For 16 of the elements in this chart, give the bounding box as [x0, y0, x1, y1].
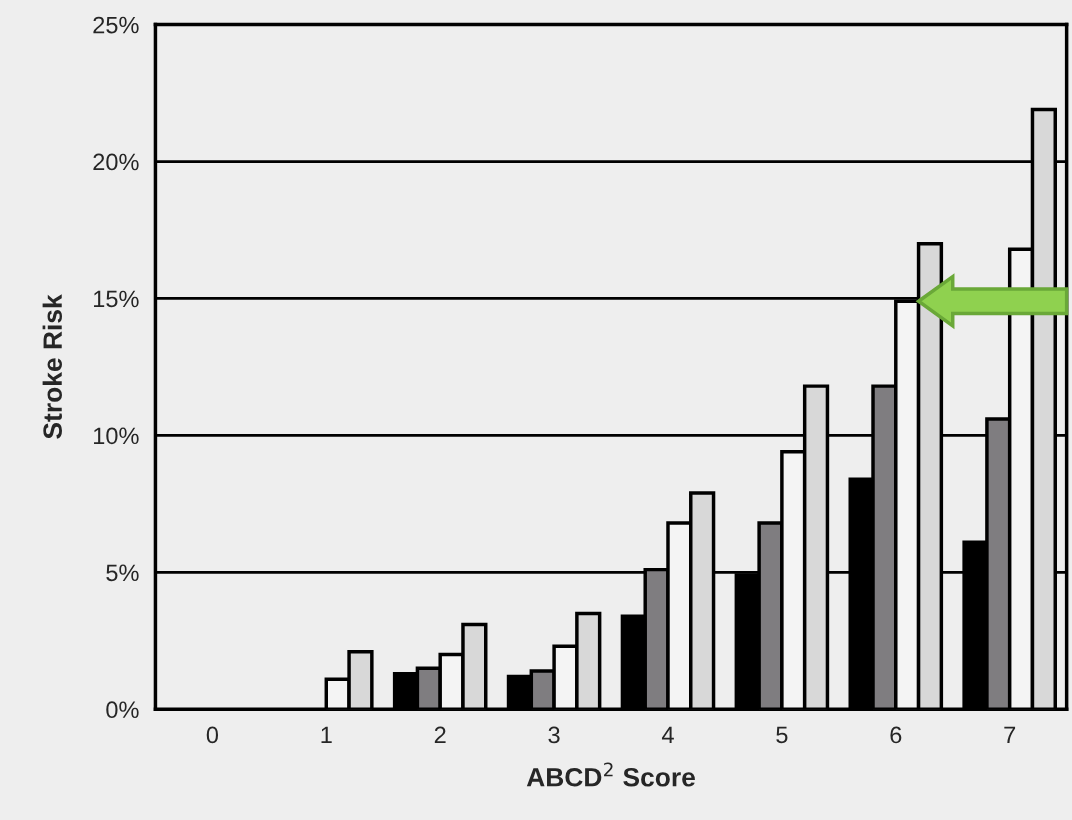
x-tick-label: 5 — [776, 726, 788, 744]
x-tick-label: 2 — [434, 726, 446, 744]
y-axis-title: Stroke Risk — [42, 294, 62, 439]
y-tick-label: 10% — [94, 427, 139, 445]
x-axis-title: ABCD$^{2}$ Score — [526, 762, 695, 787]
y-tick-label: 5% — [106, 564, 139, 582]
x-tick-label: 3 — [548, 726, 560, 744]
y-tick-label: 20% — [93, 153, 139, 171]
y-tick-label: 0% — [106, 701, 139, 719]
y-tick-label: 25% — [93, 16, 139, 34]
x-tick-label: 0 — [206, 726, 219, 744]
x-tick-label: 1 — [321, 726, 332, 744]
x-tick-label: 7 — [1004, 726, 1016, 744]
x-tick-label: 4 — [661, 726, 674, 744]
y-tick-label: 15% — [94, 290, 139, 308]
x-tick-label: 6 — [890, 726, 902, 744]
